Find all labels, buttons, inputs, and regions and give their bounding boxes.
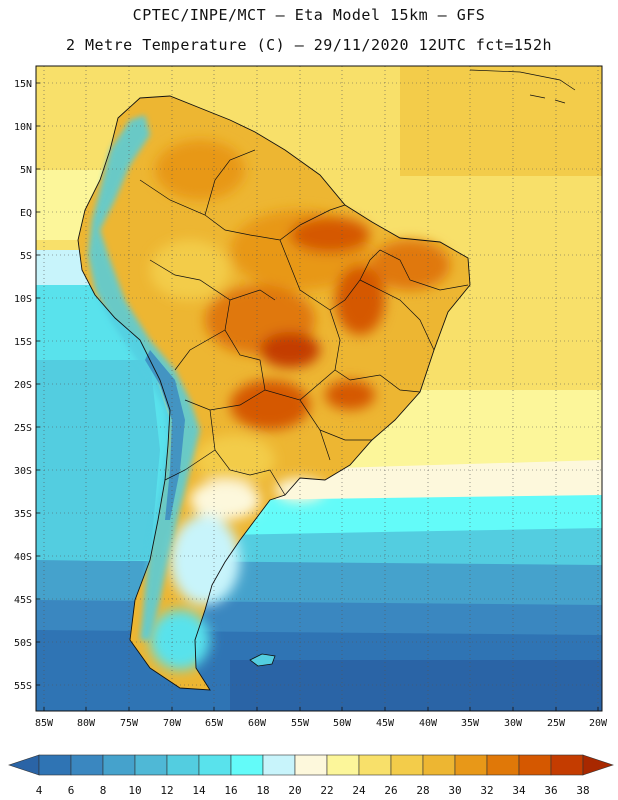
colorbar-label: 14 xyxy=(192,784,206,797)
colorbar-segment xyxy=(294,754,328,776)
colorbar-segment xyxy=(326,754,360,776)
colorbar-label: 30 xyxy=(448,784,461,797)
lat-label: 50S xyxy=(14,638,32,649)
lon-label: 85W xyxy=(35,718,54,729)
lon-label: 65W xyxy=(205,718,224,729)
latitude-labels: 15N 10N 5N EQ 5S 10S 15S 20S 25S 30S 35S… xyxy=(14,79,32,692)
colorbar-segment xyxy=(422,754,456,776)
lat-label: 40S xyxy=(14,552,32,563)
axis-ticks xyxy=(36,82,599,711)
lon-label: 80W xyxy=(77,718,96,729)
colorbar-label: 10 xyxy=(128,784,141,797)
colorbar-segment xyxy=(486,754,520,776)
colorbar-segment xyxy=(70,754,104,776)
ocean-tropical-band xyxy=(400,66,602,176)
lat-label: 45S xyxy=(14,595,32,606)
colorbar-segment xyxy=(38,754,72,776)
map-subtitle: 2 Metre Temperature (C) – 29/11/2020 12U… xyxy=(65,36,553,54)
lat-label: EQ xyxy=(20,208,32,219)
colorbar-label: 4 xyxy=(36,784,43,797)
lat-label: 5S xyxy=(20,251,32,262)
map-frame xyxy=(35,65,603,712)
colorbar-label: 16 xyxy=(224,784,237,797)
lat-label: 15N xyxy=(14,79,32,90)
colorbar-segment xyxy=(134,754,168,776)
colorbar-arrow-low xyxy=(8,754,40,776)
lon-label: 50W xyxy=(333,718,352,729)
colorbar-label: 34 xyxy=(512,784,526,797)
lon-label: 60W xyxy=(248,718,267,729)
colorbar-segment xyxy=(358,754,392,776)
colorbar-label: 36 xyxy=(544,784,557,797)
falkland-islands xyxy=(249,653,276,667)
colorbar-segment xyxy=(262,754,296,776)
lon-label: 75W xyxy=(120,718,139,729)
country-borders xyxy=(139,149,469,496)
colorbar-label: 24 xyxy=(352,784,366,797)
map-field xyxy=(36,66,602,711)
colorbar-segment xyxy=(166,754,200,776)
lon-label: 30W xyxy=(504,718,523,729)
colorbar-label: 32 xyxy=(480,784,493,797)
colorbar-label: 28 xyxy=(416,784,429,797)
lat-label: 5N xyxy=(20,165,32,176)
colorbar-label: 18 xyxy=(256,784,269,797)
lat-label: 55S xyxy=(14,681,32,692)
colorbar-label: 38 xyxy=(576,784,589,797)
lon-label: 45W xyxy=(376,718,395,729)
lon-label: 35W xyxy=(461,718,480,729)
longitude-labels: 85W 80W 75W 70W 65W 60W 55W 50W 45W 40W … xyxy=(35,718,608,729)
lat-label: 25S xyxy=(14,423,32,434)
lat-label: 20S xyxy=(14,380,32,391)
colorbar-segment xyxy=(198,754,232,776)
lon-label: 70W xyxy=(163,718,182,729)
lat-label: 30S xyxy=(14,466,32,477)
colorbar-labels: 4 6 8 10 12 14 16 18 20 22 24 26 28 30 3… xyxy=(36,784,590,797)
colorbar-label: 20 xyxy=(288,784,301,797)
colorbar-segment xyxy=(230,754,264,776)
colorbar-label: 26 xyxy=(384,784,397,797)
colorbar-segment xyxy=(390,754,424,776)
lon-label: 55W xyxy=(291,718,310,729)
lon-label: 20W xyxy=(589,718,608,729)
coastline xyxy=(77,95,471,691)
colorbar-segment xyxy=(518,754,552,776)
lat-label: 35S xyxy=(14,509,32,520)
colorbar-segment xyxy=(102,754,136,776)
colorbar-segment xyxy=(550,754,584,776)
colorbar-label: 12 xyxy=(160,784,173,797)
colorbar-label: 8 xyxy=(100,784,107,797)
map-title: CPTEC/INPE/MCT – Eta Model 15km – GFS xyxy=(132,6,486,24)
caribbean-islands xyxy=(469,69,576,104)
colorbar-label: 6 xyxy=(68,784,75,797)
lon-label: 40W xyxy=(419,718,438,729)
colorbar-label: 22 xyxy=(320,784,333,797)
colorbar xyxy=(8,754,614,776)
lat-label: 10N xyxy=(14,122,32,133)
colorbar-segment xyxy=(454,754,488,776)
colorbar-arrow-high xyxy=(582,754,614,776)
lon-label: 25W xyxy=(547,718,566,729)
lat-label: 15S xyxy=(14,337,32,348)
lat-label: 10S xyxy=(14,294,32,305)
